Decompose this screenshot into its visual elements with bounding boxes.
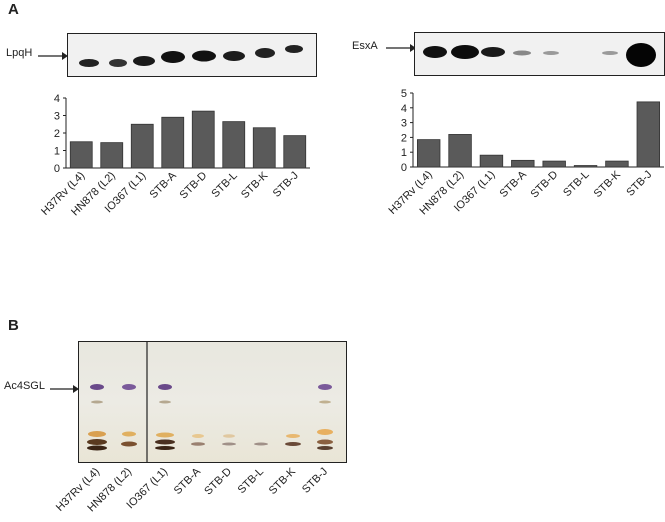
ac4sgl-arrow (50, 385, 79, 393)
esxa-blot-bands (423, 43, 656, 67)
tlc-lane-label: STB-L (236, 466, 267, 497)
lpqh-bar (222, 121, 246, 169)
esxa-y-tick-label: 1 (401, 147, 407, 159)
esxa-y-tick-label: 0 (401, 162, 407, 174)
esxa-category-label: STB-D (528, 169, 560, 201)
esxa-y-tick-label: 3 (401, 118, 407, 130)
esxa-western-blot (414, 32, 665, 76)
esxa-bar (636, 101, 661, 168)
tlc-lane-labels: H37Rv (L4)HN878 (L2)IO367 (L1) STB-A STB-D… (54, 465, 330, 514)
lpqh-western-blot (67, 33, 317, 77)
tlc-lane-label: STB-J (300, 466, 330, 496)
lpqh-y-tick-label: 3 (54, 111, 60, 123)
lpqh-category-label: STB-D (178, 170, 210, 202)
panel-a-letter: A (8, 1, 19, 18)
tlc-plate (78, 341, 347, 463)
esxa-category-label: STB-A (498, 168, 530, 200)
lpqh-bar (130, 123, 154, 169)
lpqh-arrow (38, 52, 68, 60)
tlc-lane-label: STB-D (202, 466, 234, 498)
lpqh-category-label: STB-K (239, 169, 271, 201)
lpqh-category-label: STB-L (209, 170, 240, 201)
esxa-bar (416, 139, 441, 168)
lpqh-y-tick-label: 0 (54, 163, 60, 175)
lpqh-bar (69, 141, 93, 169)
esxa-bar (448, 134, 472, 168)
lpqh-bar (252, 127, 276, 169)
esxa-bar (605, 160, 629, 168)
panel-b-letter: B (8, 317, 19, 334)
lpqh-y-tick-label: 4 (54, 93, 60, 105)
ac4sgl-label: Ac4SGL (4, 380, 45, 392)
esxa-label: EsxA (352, 40, 378, 52)
esxa-category-label: STB-J (624, 169, 654, 199)
lpqh-bar (191, 110, 215, 169)
lpqh-label: LpqH (6, 47, 33, 59)
lpqh-y-tick-label: 2 (54, 128, 60, 140)
lpqh-category-label: STB-A (147, 169, 179, 201)
esxa-category-label: STB-K (592, 168, 624, 200)
lpqh-category-label: STB-J (271, 170, 301, 200)
esxa-y-tick-label: 5 (401, 88, 407, 100)
esxa-arrow (386, 44, 416, 52)
tlc-lane-label: STB-K (267, 465, 299, 497)
tlc-spots (87, 342, 333, 462)
esxa-bar (511, 159, 535, 168)
esxa-bar (542, 160, 566, 168)
lpqh-y-tick-label: 1 (54, 146, 60, 158)
esxa-y-tick-label: 2 (401, 132, 407, 144)
tlc-lane-label: STB-A (172, 465, 204, 497)
esxa-bar (479, 154, 504, 168)
esxa-y-tick-label: 4 (401, 103, 407, 115)
lpqh-blot-bands (79, 45, 303, 67)
lpqh-bar (161, 116, 185, 169)
esxa-bar (573, 165, 598, 168)
esxa-category-label: STB-L (561, 169, 592, 200)
lpqh-bar (283, 135, 307, 169)
lpqh-bar (100, 142, 124, 169)
